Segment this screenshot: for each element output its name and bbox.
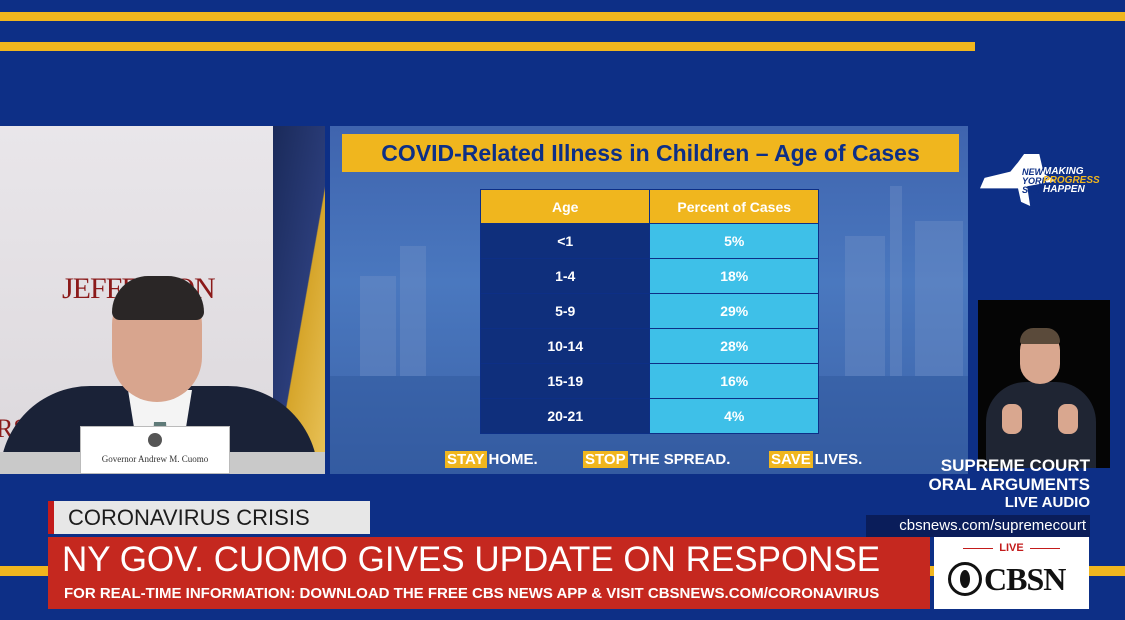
age-cell: 15-19 bbox=[479, 363, 651, 399]
slogan-highlight: STAY bbox=[445, 451, 487, 468]
ny-state-logo: NEW YORK STATE MAKING PROGRESS HAPPEN bbox=[980, 150, 1110, 210]
column-header-percent: Percent of Cases bbox=[649, 189, 819, 224]
table-row: <1 5% bbox=[479, 223, 819, 259]
skyline-building bbox=[915, 221, 963, 376]
second-gold-stripe bbox=[0, 42, 975, 51]
ny-word: YORK bbox=[1022, 176, 1049, 186]
presentation-slide: COVID-Related Illness in Children – Age … bbox=[330, 126, 968, 474]
cbsn-logo-text: CBSN bbox=[984, 561, 1066, 597]
slogan-text: HOME. bbox=[488, 451, 538, 468]
slogan-stop-spread: STOP THE SPREAD. bbox=[583, 451, 730, 468]
section-tag: CORONAVIRUS CRISIS bbox=[48, 501, 370, 534]
ticker-text: FOR REAL-TIME INFORMATION: DOWNLOAD THE … bbox=[64, 585, 880, 602]
percent-cell: 28% bbox=[649, 328, 819, 364]
skyline-building bbox=[890, 186, 902, 376]
slogan-highlight: STOP bbox=[583, 451, 628, 468]
tagline-word: HAPPEN bbox=[1043, 184, 1085, 195]
promo-line: LIVE AUDIO bbox=[1004, 494, 1090, 511]
percent-cell: 16% bbox=[649, 363, 819, 399]
age-of-cases-table: Age Percent of Cases <1 5% 1-4 18% 5-9 2… bbox=[479, 189, 819, 434]
table-row: 15-19 16% bbox=[479, 363, 819, 399]
slogan-text: LIVES. bbox=[814, 451, 863, 468]
slogan-text: THE SPREAD. bbox=[629, 451, 731, 468]
seal-icon bbox=[148, 433, 162, 447]
live-label: LIVE bbox=[934, 542, 1089, 554]
nameplate: Governor Andrew M. Cuomo bbox=[80, 426, 230, 474]
table-row: 20-21 4% bbox=[479, 398, 819, 434]
cbs-eye-icon bbox=[948, 562, 982, 596]
age-cell: 20-21 bbox=[479, 398, 651, 434]
headline-banner: NY GOV. CUOMO GIVES UPDATE ON RESPONSE F… bbox=[48, 537, 930, 609]
skyline-building bbox=[845, 236, 885, 376]
cbsn-bug: LIVE CBSN bbox=[934, 537, 1089, 609]
age-cell: 5-9 bbox=[479, 293, 651, 329]
skyline-building bbox=[360, 276, 396, 376]
table-row: 10-14 28% bbox=[479, 328, 819, 364]
ny-word: NEW bbox=[1022, 167, 1043, 177]
slide-title: COVID-Related Illness in Children – Age … bbox=[342, 134, 959, 172]
ny-tagline: MAKING PROGRESS HAPPEN bbox=[1043, 166, 1100, 195]
headline: NY GOV. CUOMO GIVES UPDATE ON RESPONSE bbox=[62, 540, 881, 579]
top-gold-stripe bbox=[0, 12, 1125, 21]
supreme-court-promo: SUPREME COURT ORAL ARGUMENTS LIVE AUDIO … bbox=[866, 456, 1091, 537]
percent-cell: 18% bbox=[649, 258, 819, 294]
age-cell: <1 bbox=[479, 223, 651, 259]
promo-url[interactable]: cbsnews.com/supremecourt bbox=[866, 515, 1090, 537]
table-row: 5-9 29% bbox=[479, 293, 819, 329]
ny-word: STATE bbox=[1022, 185, 1051, 195]
promo-line: ORAL ARGUMENTS bbox=[928, 475, 1091, 494]
nameplate-text: Governor Andrew M. Cuomo bbox=[101, 454, 209, 464]
percent-cell: 29% bbox=[649, 293, 819, 329]
speaker-video-feed: JEFFERSON RSON Governor Andrew M. Cuomo bbox=[0, 126, 325, 474]
sign-language-interpreter-video bbox=[978, 300, 1110, 468]
age-cell: 10-14 bbox=[479, 328, 651, 364]
promo-line: SUPREME COURT bbox=[940, 456, 1090, 475]
slogan-highlight: SAVE bbox=[769, 451, 813, 468]
percent-cell: 4% bbox=[649, 398, 819, 434]
slogan-save-lives: SAVE LIVES. bbox=[769, 451, 862, 468]
ny-state-wordmark: NEW YORK STATE bbox=[1022, 168, 1050, 195]
percent-cell: 5% bbox=[649, 223, 819, 259]
tagline-word: PROGRESS bbox=[1043, 175, 1100, 186]
age-cell: 1-4 bbox=[479, 258, 651, 294]
skyline-building bbox=[400, 246, 426, 376]
interpreter-hair bbox=[1020, 328, 1060, 344]
cbs-eye-pupil bbox=[960, 570, 970, 588]
speaker-hair bbox=[112, 276, 204, 320]
tagline-word: MAKING bbox=[1043, 166, 1084, 177]
column-header-age: Age bbox=[479, 189, 651, 224]
table-header-row: Age Percent of Cases bbox=[479, 189, 819, 224]
interpreter-hand bbox=[1058, 404, 1078, 434]
table-row: 1-4 18% bbox=[479, 258, 819, 294]
slogan-stay-home: STAY HOME. bbox=[445, 451, 538, 468]
interpreter-hand bbox=[1002, 404, 1022, 434]
